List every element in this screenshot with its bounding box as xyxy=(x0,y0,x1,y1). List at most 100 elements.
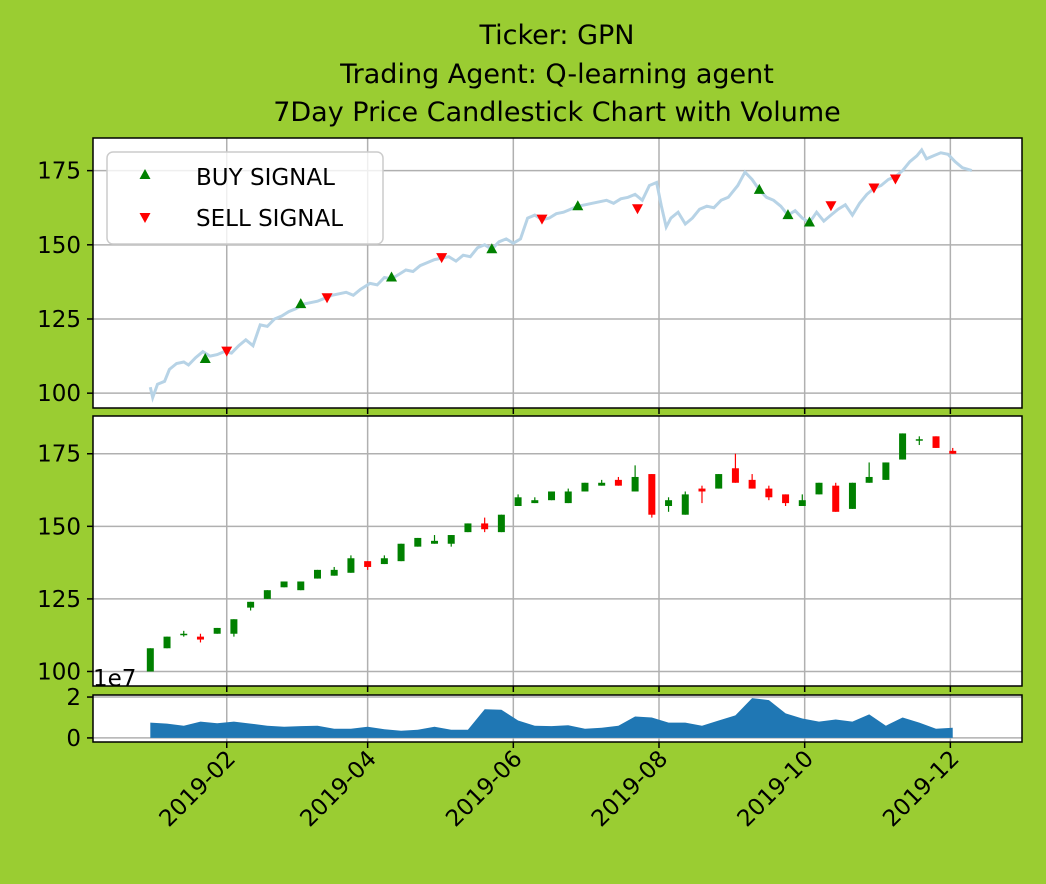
candle-body xyxy=(464,523,472,533)
candle-body xyxy=(431,540,439,544)
candle xyxy=(297,581,305,591)
candle xyxy=(598,479,606,486)
candle-body xyxy=(180,633,188,636)
candle-body xyxy=(614,479,622,486)
price-y-axis: 100 125 150 175 xyxy=(37,159,952,414)
candle-body xyxy=(330,569,338,576)
buy-signal-marker xyxy=(295,298,307,309)
price-panel-frame xyxy=(92,137,1023,409)
candle-body xyxy=(915,439,923,441)
price-grid xyxy=(93,138,1022,408)
candle xyxy=(464,523,472,533)
title-line-3: 7Day Price Candlestick Chart with Volume xyxy=(273,97,841,128)
candle-body xyxy=(313,569,321,579)
x-tick-label: 2019-10 xyxy=(733,746,819,832)
candle-body xyxy=(832,485,840,512)
price-panel: 100 125 150 175 BUY SIGNAL SELL SIGNAL xyxy=(37,137,1023,414)
candle xyxy=(765,485,773,501)
volume-panel: 02 1e7 xyxy=(66,666,1023,752)
price-series-line xyxy=(148,147,973,403)
candle xyxy=(715,474,723,489)
sell-signal-marker xyxy=(632,204,644,215)
title-line-2: Trading Agent: Q-learning agent xyxy=(339,59,774,90)
x-tick-label: 2019-04 xyxy=(296,746,382,832)
price-line xyxy=(148,147,973,403)
candle-body xyxy=(899,433,907,460)
x-tick-label: 2019-08 xyxy=(587,746,673,832)
volume-offset-label: 1e7 xyxy=(93,666,136,692)
candle-body xyxy=(247,601,255,608)
candle-body xyxy=(782,494,790,504)
candlestick-panel: 100 125 150 175 xyxy=(37,415,1023,692)
candle xyxy=(681,491,689,515)
candle xyxy=(514,494,522,506)
legend: BUY SIGNAL SELL SIGNAL xyxy=(106,151,384,245)
sell-signal-marker xyxy=(321,293,333,304)
0-ytick-label: 125 xyxy=(37,307,81,333)
candle xyxy=(698,485,706,504)
volume-series-area xyxy=(150,698,953,738)
candle-body xyxy=(514,497,522,506)
candle-body xyxy=(213,627,221,634)
candle xyxy=(196,633,204,643)
candle-body xyxy=(481,523,489,530)
candle xyxy=(414,537,422,547)
candle xyxy=(932,436,940,448)
legend-buy-marker xyxy=(139,169,151,179)
candle-body xyxy=(347,558,355,573)
candle-body xyxy=(698,488,706,492)
candle xyxy=(447,535,455,547)
candle xyxy=(213,627,221,634)
signal-markers xyxy=(199,174,901,364)
volume-y-axis: 02 xyxy=(66,685,952,752)
candles xyxy=(146,433,957,672)
candle xyxy=(832,482,840,512)
sell-signal-marker xyxy=(889,174,901,185)
legend-sell-label: SELL SIGNAL xyxy=(196,206,343,232)
candle xyxy=(180,630,188,637)
candle xyxy=(648,474,656,518)
candle xyxy=(330,566,338,576)
sell-signal-marker xyxy=(536,214,548,225)
2-ytick-label: 2 xyxy=(66,685,81,711)
1-ytick-label: 125 xyxy=(37,587,81,613)
candle xyxy=(614,476,622,486)
candle xyxy=(581,482,589,492)
candle xyxy=(815,482,823,495)
candle xyxy=(782,494,790,506)
buy-signal-marker xyxy=(803,216,815,227)
candle-body xyxy=(447,535,455,544)
candle-body xyxy=(648,474,656,515)
candle xyxy=(163,636,171,649)
buy-signal-marker xyxy=(199,353,211,364)
candle-panel-frame xyxy=(92,415,1023,687)
candle-y-axis: 100 125 150 175 xyxy=(37,442,952,692)
candle xyxy=(949,447,957,454)
candle-body xyxy=(280,581,288,588)
0-ytick-label: 175 xyxy=(37,159,81,185)
0-ytick-label: 150 xyxy=(37,233,81,259)
candle xyxy=(397,543,405,562)
candle xyxy=(748,474,756,489)
candle xyxy=(631,465,639,492)
sell-signal-marker xyxy=(221,346,233,357)
candle-panel-background xyxy=(93,416,1022,686)
sell-signal-marker xyxy=(868,183,880,194)
candle xyxy=(848,482,856,509)
candle xyxy=(865,462,873,483)
candle xyxy=(548,491,556,501)
candle xyxy=(347,555,355,573)
candle-body xyxy=(715,474,723,489)
candle-body xyxy=(949,450,957,454)
candle xyxy=(146,648,154,672)
candle-body xyxy=(815,482,823,495)
legend-buy-label: BUY SIGNAL xyxy=(196,165,335,191)
sell-signal-marker xyxy=(436,253,448,264)
x-tick-label: 2019-12 xyxy=(878,746,964,832)
0-ytick-label: 100 xyxy=(37,381,81,407)
candle xyxy=(882,462,890,480)
candle xyxy=(380,555,388,565)
candle-body xyxy=(230,619,238,634)
candle xyxy=(280,581,288,588)
candle-body xyxy=(263,590,271,599)
